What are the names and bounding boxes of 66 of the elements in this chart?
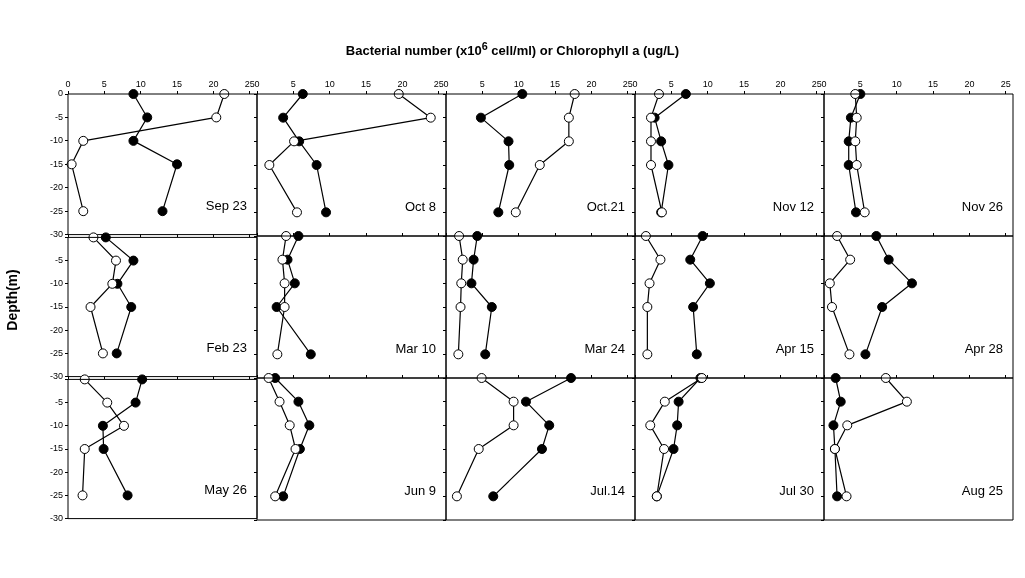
- x-tick-label: 5: [857, 79, 863, 90]
- x-tick-label: 25: [244, 79, 255, 90]
- x-tick-label: 10: [513, 79, 524, 90]
- x-tick-label: 10: [324, 79, 335, 90]
- annotation: Jul 30: [779, 483, 814, 499]
- x-tick-label: 0: [443, 79, 449, 90]
- x-tick-label: 25: [622, 79, 633, 90]
- x-tick-label: 0: [254, 79, 260, 90]
- annotation: Mar 24: [584, 341, 625, 357]
- x-tick-label: 25: [1000, 79, 1011, 90]
- annotation: Jul.14: [590, 483, 625, 499]
- y-tick-label: -10: [49, 135, 63, 146]
- x-tick-label: 15: [928, 79, 939, 90]
- annotation: Sep 23: [205, 198, 247, 214]
- y-axis-title: Depth(m): [4, 269, 20, 331]
- y-tick-label: -20: [49, 324, 63, 335]
- y-tick-label: -20: [49, 182, 63, 193]
- annotation: Apr 28: [964, 341, 1003, 357]
- x-tick-label: 5: [668, 79, 674, 90]
- x-tick-label: 20: [586, 79, 597, 90]
- annotation: Mar 10: [395, 341, 436, 357]
- annotation: Apr 15: [775, 341, 814, 357]
- y-tick-label: -10: [49, 420, 63, 431]
- y-tick-label: -15: [49, 301, 63, 312]
- y-tick-label: -5: [54, 397, 63, 408]
- x-tick-label: 25: [433, 79, 444, 90]
- x-tick-label: 25: [811, 79, 822, 90]
- chart-title: Bacterial number (x10$^{6}$ cell/ml) or Chlorophyll a (ug/L): [344, 40, 681, 59]
- x-tick-label: 20: [397, 79, 408, 90]
- annotation: Oct.21: [586, 199, 625, 215]
- y-tick-label: -25: [49, 205, 63, 216]
- x-tick-label: 20: [208, 79, 219, 90]
- y-tick-label: -5: [54, 111, 63, 122]
- x-tick-label: 15: [550, 79, 561, 90]
- x-tick-label: 20: [775, 79, 786, 90]
- x-tick-label: 20: [964, 79, 975, 90]
- y-tick-label: -15: [49, 443, 63, 454]
- y-tick-label: -25: [49, 489, 63, 500]
- y-tick-label: -30: [49, 513, 63, 524]
- annotation: Jun 9: [404, 483, 436, 499]
- y-tick-label: -10: [49, 278, 63, 289]
- y-tick-label: 0: [57, 88, 63, 99]
- y-tick-label: -30: [49, 229, 63, 240]
- annotation: Aug 25: [961, 483, 1003, 499]
- annotation: Oct 8: [404, 199, 436, 215]
- annotation: Nov 26: [961, 199, 1003, 215]
- annotation: Nov 12: [772, 199, 814, 215]
- y-tick-label: -25: [49, 347, 63, 358]
- x-tick-label: 0: [65, 79, 71, 90]
- x-tick-label: 5: [101, 79, 107, 90]
- x-tick-label: 15: [361, 79, 372, 90]
- annotation: Feb 23: [206, 340, 247, 356]
- y-tick-label: -15: [49, 158, 63, 169]
- y-tick-label: -20: [49, 466, 63, 477]
- x-tick-label: 10: [702, 79, 713, 90]
- x-tick-label: 10: [891, 79, 902, 90]
- x-tick-label: 5: [479, 79, 485, 90]
- x-tick-label: 15: [172, 79, 183, 90]
- x-tick-label: 5: [290, 79, 296, 90]
- annotation: May 26: [204, 482, 247, 498]
- x-tick-label: 15: [739, 79, 750, 90]
- y-tick-label: -5: [54, 255, 63, 266]
- y-tick-label: -30: [49, 371, 63, 382]
- x-tick-label: 10: [135, 79, 146, 90]
- x-tick-label: 0: [821, 79, 827, 90]
- x-tick-label: 0: [632, 79, 638, 90]
